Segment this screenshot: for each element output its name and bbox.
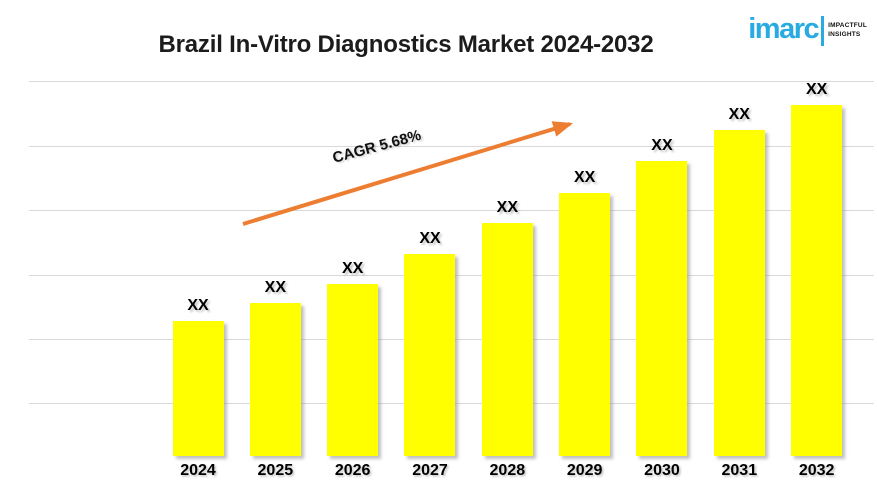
- page-title: Brazil In-Vitro Diagnostics Market 2024-…: [158, 31, 654, 58]
- bar-value-label-2030: XX: [651, 137, 673, 154]
- imarc-logo-divider: [821, 16, 825, 46]
- x-axis-label-2027: 2027: [412, 462, 448, 479]
- bar-value-label-2028: XX: [496, 199, 518, 216]
- bar-2029: [559, 193, 611, 456]
- bar-value-label-2027: XX: [419, 230, 441, 247]
- bar-2027: [404, 254, 456, 456]
- x-axis-label-2032: 2032: [798, 462, 835, 479]
- x-axis-label-2025: 2025: [257, 462, 294, 479]
- bar-2031: [713, 130, 765, 456]
- imarc-logo-wordmark: imarc: [748, 12, 819, 45]
- bar-2026: [327, 284, 379, 456]
- x-axis-label-2024: 2024: [180, 462, 216, 479]
- imarc-tagline-line2: INSIGHTS: [828, 31, 861, 38]
- bar-2030: [636, 161, 688, 456]
- bar-2032: [791, 105, 843, 456]
- x-axis-label-2031: 2031: [721, 462, 758, 479]
- bar-value-label-2029: XX: [573, 169, 596, 186]
- imarc-logo: imarc IMPACTFUL INSIGHTS: [748, 12, 867, 46]
- imarc-logo-tagline: IMPACTFUL INSIGHTS: [828, 22, 867, 40]
- x-axis-label-2028: 2028: [489, 462, 526, 479]
- bar-value-label-2024: XX: [187, 297, 209, 314]
- bar-value-label-2025: XX: [264, 279, 286, 296]
- bar-value-label-2032: XX: [805, 81, 828, 98]
- gridline: [29, 81, 874, 82]
- bar-2025: [249, 303, 301, 456]
- x-axis-label-2029: 2029: [566, 462, 603, 479]
- x-axis-label-2030: 2030: [644, 462, 680, 479]
- imarc-tagline-line1: IMPACTFUL: [828, 22, 867, 30]
- bar-value-label-2031: XX: [728, 106, 750, 123]
- bar-value-label-2026: XX: [341, 260, 364, 277]
- bar-2024: [172, 321, 224, 456]
- x-axis-label-2026: 2026: [334, 462, 371, 479]
- bar-2028: [481, 223, 533, 456]
